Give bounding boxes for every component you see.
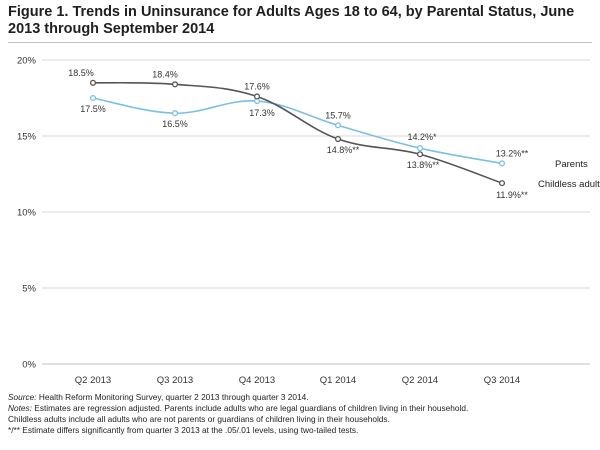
- parents-series-label: Parents: [555, 159, 588, 170]
- x-tick-label: Q2 2013: [75, 375, 111, 386]
- parents-data-point: [334, 122, 342, 129]
- childless-data-point: [416, 151, 424, 158]
- childless-data-point: [89, 79, 97, 86]
- y-tick-label: 20%: [17, 56, 37, 67]
- notes-line: Notes: Estimates are regression adjusted…: [8, 403, 469, 413]
- title-divider: [8, 42, 592, 43]
- childless-data-label: 17.6%: [244, 81, 270, 91]
- chart-title: Figure 1. Trends in Uninsurance for Adul…: [8, 4, 575, 37]
- y-tick-label: 15%: [17, 132, 37, 143]
- notes-childless: Childless adults include all adults who …: [8, 414, 390, 424]
- childless-series-line: [92, 81, 503, 184]
- y-tick-label: 5%: [22, 284, 36, 295]
- parents-series-line: [92, 97, 503, 165]
- significance-note: */** Estimate differs significantly from…: [8, 425, 359, 435]
- childless-data-point: [334, 135, 342, 143]
- parents-data-label: 17.3%: [249, 108, 275, 118]
- parents-data-label: 16.5%: [162, 119, 188, 129]
- source-note: Source: Health Reform Monitoring Survey,…: [8, 392, 309, 402]
- line-chart: 0% 5% 10% 15% 20% Q2 2013 Q3 2013 Q4 2013 Q1 201…: [17, 56, 600, 387]
- parents-data-point: [171, 110, 179, 117]
- x-tick-label: Q3 2013: [157, 375, 193, 386]
- y-tick-label: 10%: [17, 208, 37, 219]
- childless-data-point: [171, 81, 179, 88]
- childless-data-label: 18.5%: [68, 68, 94, 78]
- parents-data-label: 13.2%**: [496, 148, 529, 158]
- parents-data-point: [498, 160, 506, 167]
- childless-data-point: [253, 93, 261, 100]
- x-tick-label: Q2 2014: [402, 375, 438, 386]
- x-tick-label: Q3 2014: [484, 375, 520, 386]
- x-tick-label: Q1 2014: [320, 375, 356, 386]
- childless-data-label: 18.4%: [152, 69, 178, 79]
- childless-data-point: [498, 180, 506, 187]
- childless-data-label: 13.8%**: [407, 160, 440, 170]
- childless-data-label: 11.9%**: [496, 190, 528, 200]
- y-tick-label: 0%: [22, 360, 36, 371]
- x-tick-label: Q4 2013: [239, 375, 275, 386]
- parents-data-label: 15.7%: [325, 110, 351, 120]
- childless-data-label: 14.8%**: [327, 145, 360, 155]
- childless-series-label: Childless adults: [538, 179, 600, 190]
- parents-data-point: [416, 145, 424, 152]
- parents-data-label: 14.2%*: [407, 132, 437, 142]
- parents-data-label: 17.5%: [80, 104, 106, 114]
- parents-data-point: [89, 94, 97, 102]
- chart-notes: Source: Health Reform Monitoring Survey,…: [8, 392, 593, 436]
